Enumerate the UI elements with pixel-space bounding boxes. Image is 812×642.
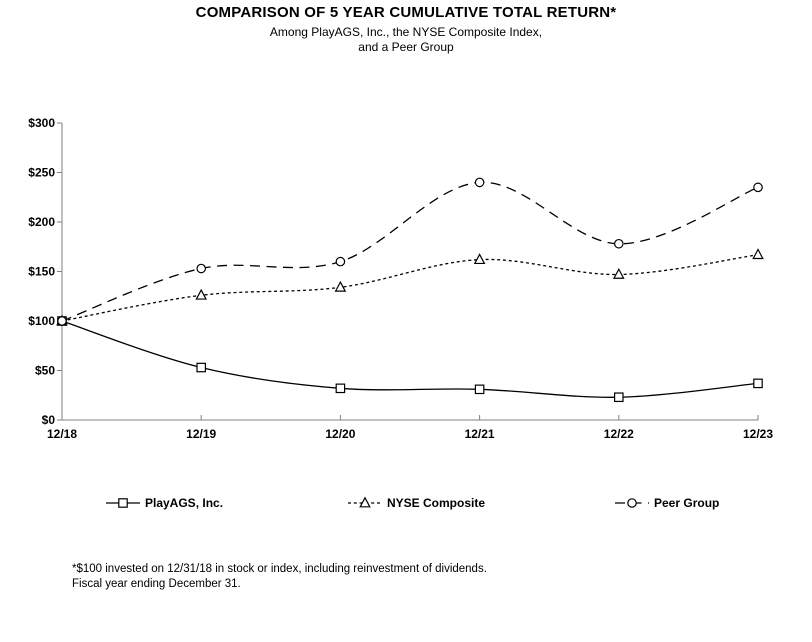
marker-circle [753,182,763,193]
legend-item-nyse-composite: NYSE Composite [348,495,485,511]
marker-circle [196,263,206,274]
y-axis-tick-label: $50 [35,364,55,378]
legend-label-peer-group: Peer Group [654,496,720,510]
chart-title: COMPARISON OF 5 YEAR CUMULATIVE TOTAL RE… [195,4,617,21]
x-axis-tick-label: 12/23 [743,427,773,441]
x-axis-tick-label: 12/20 [325,427,355,441]
series-line-peer-group [61,181,759,322]
marker-circle [57,316,67,326]
legend-sample-dotted-triangle [348,496,382,508]
marker-square [753,378,763,389]
x-axis-tick-label: 12/18 [47,427,77,441]
footnote-line-1: *$100 invested on 12/31/18 in stock or i… [72,563,487,575]
y-axis-tick-label: $300 [28,116,55,130]
chart-subtitle: Among PlayAGS, Inc., the NYSE Composite … [0,25,812,55]
y-axis-tick-label: $100 [28,314,55,328]
legend-item-playags: PlayAGS, Inc. [106,495,223,511]
x-axis-tick-label: 12/22 [604,427,634,441]
x-axis-tick-label: 12/21 [465,427,495,441]
marker-square [613,392,624,403]
marker-triangle [473,253,486,265]
chart-footnote: *$100 invested on 12/31/18 in stock or i… [72,562,487,591]
y-axis-tick-label: $0 [42,413,56,427]
y-axis-tick-label: $200 [28,215,55,229]
marker-square [118,498,128,508]
chart-subtitle-line-2: and a Peer Group [358,40,454,54]
x-axis-tick-label: 12/19 [186,427,216,441]
footnote-line-2: Fiscal year ending December 31. [72,577,241,590]
marker-triangle [195,288,208,300]
y-axis-tick-label: $150 [28,265,55,279]
series-line-playags-inc [61,320,759,398]
legend-item-peer-group: Peer Group [615,495,719,511]
series-line-nyse-composite [61,254,759,322]
marker-circle [335,256,346,267]
legend-label-playags: PlayAGS, Inc. [145,496,224,510]
marker-circle [474,177,485,188]
legend-label-nyse-composite: NYSE Composite [387,496,486,510]
marker-circle [627,498,637,508]
marker-triangle [334,280,347,292]
legend-sample-dashed-circle [615,498,649,508]
marker-triangle [613,267,625,279]
marker-square [335,383,346,394]
marker-circle [613,238,624,249]
y-axis-tick-label: $250 [28,166,55,180]
marker-triangle [752,248,764,260]
chart-subtitle-line-1: Among PlayAGS, Inc., the NYSE Composite … [269,25,543,39]
marker-triangle [359,496,371,508]
marker-square [474,384,485,395]
marker-square [196,362,206,373]
legend-sample-solid-square [106,498,140,508]
